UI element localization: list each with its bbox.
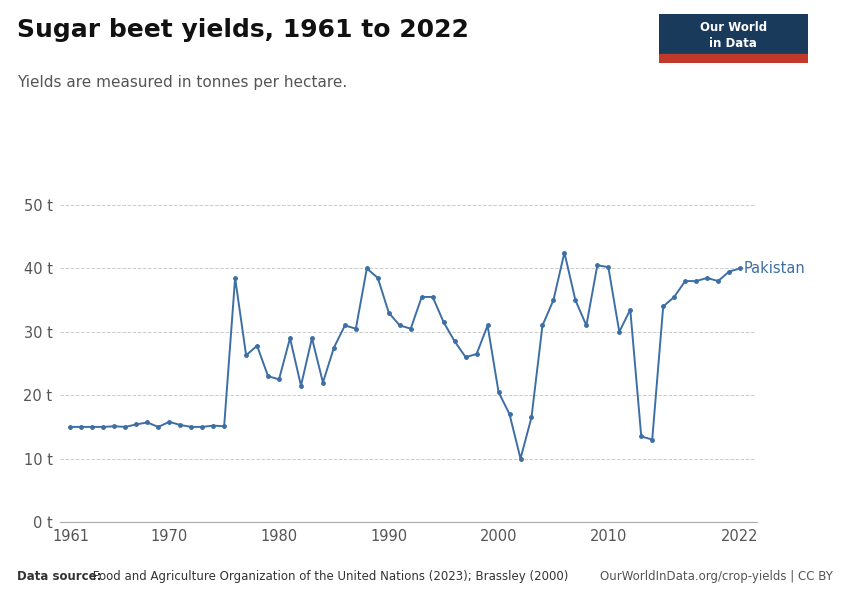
Text: Data source:: Data source: [17, 570, 101, 583]
Text: Food and Agriculture Organization of the United Nations (2023); Brassley (2000): Food and Agriculture Organization of the… [89, 570, 569, 583]
Text: Yields are measured in tonnes per hectare.: Yields are measured in tonnes per hectar… [17, 75, 348, 90]
Text: in Data: in Data [709, 37, 757, 50]
Text: OurWorldInData.org/crop-yields | CC BY: OurWorldInData.org/crop-yields | CC BY [600, 570, 833, 583]
Text: Pakistan: Pakistan [744, 261, 805, 276]
Text: Sugar beet yields, 1961 to 2022: Sugar beet yields, 1961 to 2022 [17, 18, 469, 42]
Text: Our World: Our World [700, 21, 767, 34]
Bar [659, 54, 808, 63]
